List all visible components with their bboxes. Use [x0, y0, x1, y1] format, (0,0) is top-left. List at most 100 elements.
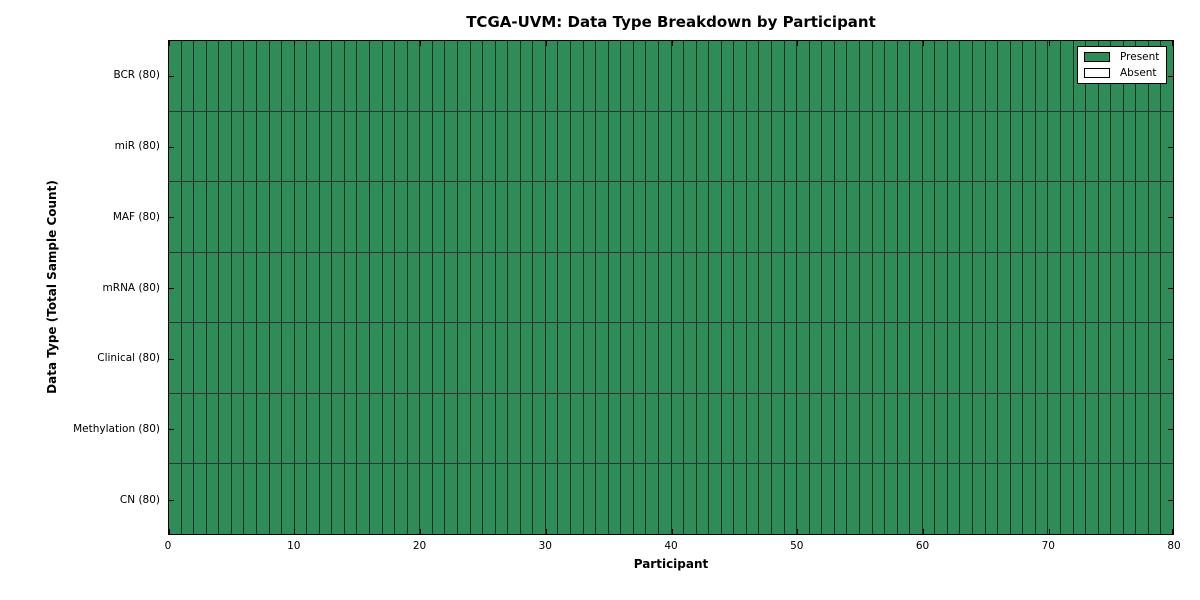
heatmap-cell	[407, 323, 421, 393]
heatmap-cell	[1035, 41, 1049, 111]
heatmap-cell	[1123, 111, 1137, 182]
heatmap-cell	[935, 393, 948, 464]
heatmap-cell	[382, 41, 396, 111]
heatmap-cell	[646, 464, 659, 535]
heatmap-cell	[194, 41, 207, 111]
heatmap-cell	[495, 464, 509, 535]
y-tick-label: CN (80)	[119, 493, 160, 506]
heatmap-cell	[583, 393, 597, 464]
heatmap-cell	[395, 393, 408, 464]
heatmap-cell	[985, 252, 999, 323]
heatmap-cell	[596, 393, 609, 464]
heatmap-cell	[583, 41, 597, 111]
heatmap-cell	[194, 464, 207, 535]
heatmap-cell	[734, 252, 747, 323]
heatmap-cell	[395, 111, 408, 182]
heatmap-cell	[885, 111, 898, 182]
heatmap-cell	[897, 393, 911, 464]
heatmap-cell	[734, 323, 747, 393]
heatmap-cell	[684, 323, 697, 393]
y-tick-label: MAF (80)	[112, 210, 160, 223]
heatmap-cell	[483, 182, 496, 252]
heatmap-cell	[973, 323, 986, 393]
heatmap-cell	[432, 252, 446, 323]
heatmap-cell	[344, 252, 358, 323]
heatmap-cell	[1060, 323, 1074, 393]
y-tick-label: Methylation (80)	[73, 422, 160, 435]
heatmap-cell	[633, 41, 647, 111]
heatmap-cell	[407, 464, 421, 535]
heatmap-cell	[382, 323, 396, 393]
heatmap-cell	[1086, 182, 1099, 252]
heatmap-cell	[558, 111, 571, 182]
heatmap-cell	[709, 182, 722, 252]
heatmap-cell	[1123, 464, 1137, 535]
heatmap-cell	[658, 323, 672, 393]
heatmap-cell	[231, 323, 245, 393]
heatmap-cell	[445, 111, 458, 182]
heatmap-cell	[658, 252, 672, 323]
heatmap-cell	[1161, 111, 1173, 182]
heatmap-cell	[206, 464, 220, 535]
heatmap-cell	[533, 41, 546, 111]
heatmap-cell	[671, 41, 685, 111]
heatmap-cell	[508, 182, 521, 252]
heatmap-row	[169, 393, 1173, 465]
heatmap-cell	[596, 41, 609, 111]
heatmap-cell	[495, 252, 509, 323]
heatmap-cell	[1035, 464, 1049, 535]
heatmap-cell	[545, 252, 559, 323]
heatmap-cell	[169, 111, 182, 182]
heatmap-cell	[545, 393, 559, 464]
heatmap-cell	[282, 393, 295, 464]
heatmap-cell	[508, 41, 521, 111]
heatmap-cell	[1073, 111, 1087, 182]
heatmap-cell	[294, 252, 308, 323]
heatmap-cell	[583, 323, 597, 393]
heatmap-cell	[357, 41, 370, 111]
heatmap-cell	[1010, 41, 1024, 111]
x-tick-label: 70	[1041, 540, 1055, 552]
x-tick-label: 30	[538, 540, 552, 552]
heatmap-cell	[772, 464, 785, 535]
heatmap-cell	[1136, 323, 1149, 393]
heatmap-cell	[294, 323, 308, 393]
heatmap-cell	[935, 464, 948, 535]
heatmap-cell	[558, 323, 571, 393]
heatmap-cell	[671, 464, 685, 535]
heatmap-cell	[432, 393, 446, 464]
heatmap-cell	[721, 323, 735, 393]
heatmap-cell	[872, 111, 886, 182]
heatmap-cell	[495, 41, 509, 111]
heatmap-cell	[256, 182, 270, 252]
heatmap-cell	[721, 252, 735, 323]
heatmap-cell	[1161, 182, 1173, 252]
x-tick-label: 40	[664, 540, 678, 552]
heatmap-cell	[169, 182, 182, 252]
heatmap-cell	[219, 111, 232, 182]
heatmap-cell	[332, 41, 345, 111]
heatmap-cell	[1148, 111, 1162, 182]
heatmap-cell	[382, 464, 396, 535]
heatmap-cell	[1148, 323, 1162, 393]
heatmap-cell	[307, 323, 320, 393]
heatmap-cell	[495, 111, 509, 182]
heatmap-cell	[885, 393, 898, 464]
heatmap-row	[169, 323, 1173, 394]
heatmap-cell	[658, 111, 672, 182]
heatmap-cell	[307, 41, 320, 111]
heatmap-cell	[910, 182, 923, 252]
heatmap-cell	[784, 41, 798, 111]
heatmap-cell	[231, 41, 245, 111]
heatmap-cell	[495, 393, 509, 464]
x-axis-label: Participant	[633, 557, 709, 571]
chart-title: TCGA-UVM: Data Type Breakdown by Partici…	[466, 13, 876, 31]
heatmap-cell	[1048, 41, 1061, 111]
heatmap-cell	[922, 323, 936, 393]
heatmap-cell	[746, 252, 760, 323]
legend-swatch-absent	[1084, 68, 1110, 78]
heatmap-cell	[256, 252, 270, 323]
heatmap-cell	[244, 41, 257, 111]
heatmap-cell	[181, 464, 195, 535]
heatmap-cell	[545, 323, 559, 393]
